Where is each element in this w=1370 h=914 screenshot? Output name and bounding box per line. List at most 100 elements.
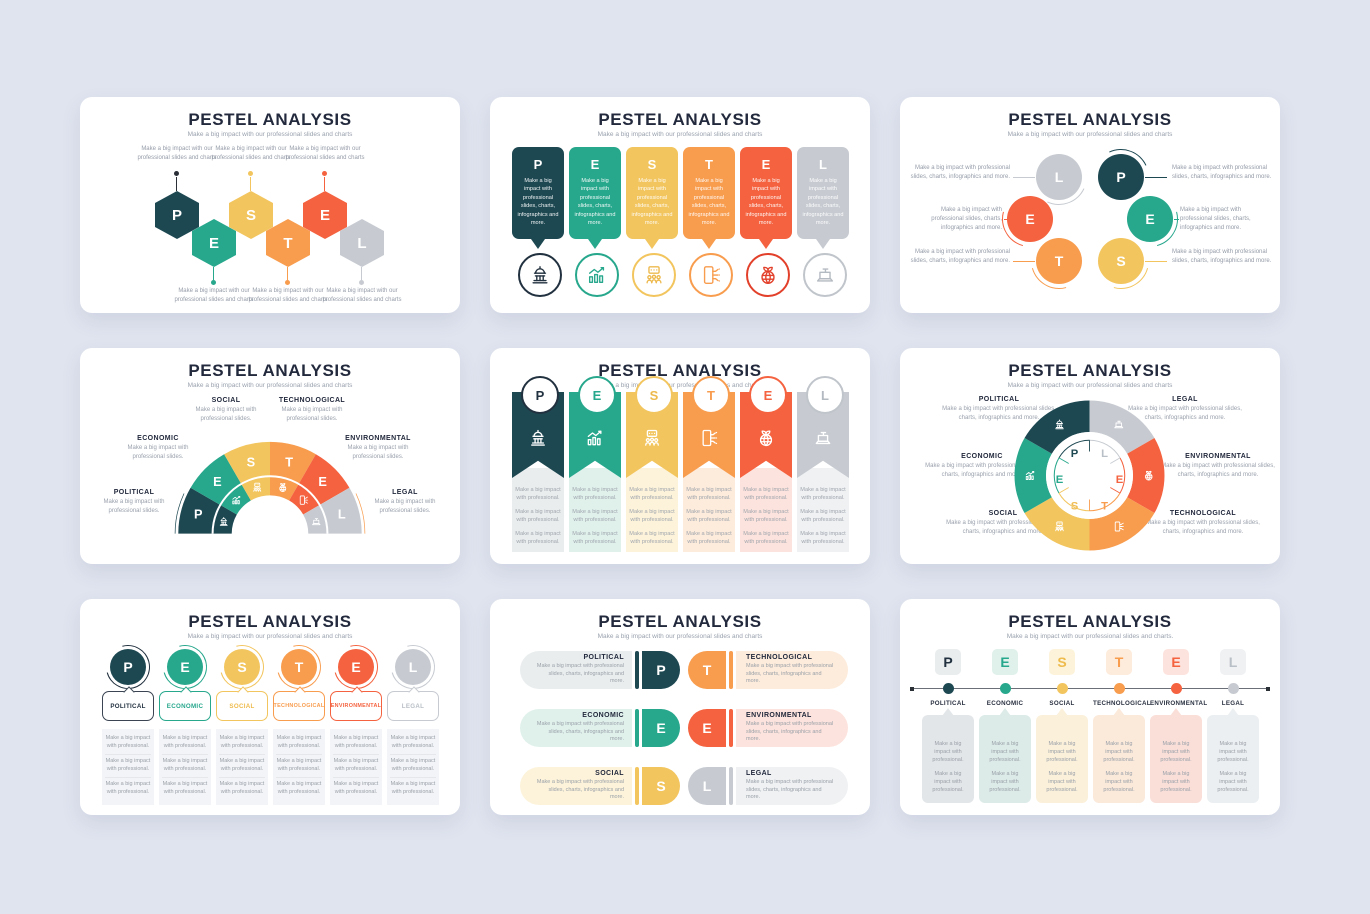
page-title: PESTEL ANALYSIS xyxy=(1008,110,1172,129)
pill-legal: LEGAL Make a big impact with professional… xyxy=(736,767,848,805)
page-title: PESTEL ANALYSIS xyxy=(598,612,762,631)
column-political: Make a big impact with professional. Make… xyxy=(102,729,154,805)
bubble-tail xyxy=(702,239,716,249)
connector-line xyxy=(1013,261,1035,262)
timeline-endpoint xyxy=(1266,686,1270,691)
semicircle-chart: P E S T E L xyxy=(174,441,366,534)
letter-tile-economic: E xyxy=(992,649,1018,675)
slide-hexagon-flow: PESTEL ANALYSIS Make a big impact with o… xyxy=(80,97,460,313)
callout-legal: Make a big impact with professional. Make… xyxy=(1207,715,1259,803)
column-political: Make a big impact with professional. Make… xyxy=(512,468,564,552)
pill-letter-legal: L xyxy=(688,767,726,805)
svg-text:E: E xyxy=(1056,474,1064,486)
circle-economic: E xyxy=(167,649,203,685)
callout-tail xyxy=(1056,708,1068,716)
page-title: PESTEL ANALYSIS xyxy=(598,110,762,129)
tag-technological: TECHNOLOGICAL xyxy=(273,686,325,721)
bubble-tail xyxy=(645,239,659,249)
callout-social: Make a big impact with professional. Make… xyxy=(1036,715,1088,803)
column-environmental: Make a big impact with professional. Make… xyxy=(740,468,792,552)
label-legal: LEGAL Make a big impact with professional… xyxy=(1128,396,1242,421)
category-economic: ECONOMIC xyxy=(986,700,1024,707)
bubble-tail xyxy=(816,239,830,249)
svg-text:E: E xyxy=(213,474,222,489)
connector-dot xyxy=(211,280,216,285)
letter-circle-environmental: E xyxy=(749,376,787,414)
annotation: Make a big impact with our professional … xyxy=(137,146,217,161)
growth-chart-icon xyxy=(587,430,602,446)
government-building-icon xyxy=(531,429,545,446)
connector-line xyxy=(213,267,214,280)
timeline-dot-legal xyxy=(1227,683,1239,694)
column-technological: Make a big impact with professional. Make… xyxy=(273,729,325,805)
pill-bar xyxy=(635,651,639,689)
pill-letter-technological: T xyxy=(688,651,726,689)
column-environmental: Make a big impact with professional. Make… xyxy=(330,729,382,805)
bubble-economic: E Make a big impact with professional sli… xyxy=(569,147,621,239)
category-political: POLITICAL xyxy=(930,700,966,707)
annotation: Make a big impact with professional slid… xyxy=(1172,165,1272,180)
circle-economic: E xyxy=(1127,196,1173,242)
connector-dot xyxy=(248,171,253,176)
svg-text:P: P xyxy=(1071,448,1079,460)
connector-line xyxy=(250,177,251,191)
page-title: PESTEL ANALYSIS xyxy=(188,361,352,380)
annotation: Make a big impact with our professional … xyxy=(174,288,254,303)
letter-tile-technological: T xyxy=(1106,649,1132,675)
annotation: Make a big impact with our professional … xyxy=(248,288,328,303)
annotation: Make a big impact with professional slid… xyxy=(910,165,1010,180)
annotation: Make a big impact with our professional … xyxy=(285,146,365,161)
government-building-icon xyxy=(518,253,562,297)
callout-tail xyxy=(999,708,1011,716)
timeline-endpoint xyxy=(910,686,914,691)
tag-environmental: ENVIRONMENTAL xyxy=(330,686,382,721)
page-title: PESTEL ANALYSIS xyxy=(1008,361,1172,380)
column-economic: Make a big impact with professional. Make… xyxy=(159,729,211,805)
connector-dot xyxy=(322,171,327,176)
annotation: Make a big impact with professional slid… xyxy=(931,207,1002,231)
slide-label-columns: PESTEL ANALYSIS Make a big impact with o… xyxy=(80,599,460,815)
label-environmental: ENVIRONMENTAL Make a big impact with prof… xyxy=(1161,453,1275,478)
page-subtitle: Make a big impact with our professional … xyxy=(597,633,763,640)
connector-line xyxy=(287,267,288,280)
circle-social: S xyxy=(1098,238,1144,284)
timeline-line xyxy=(912,688,1268,689)
pill-letter-environmental: E xyxy=(688,709,726,747)
column-economic: Make a big impact with professional. Make… xyxy=(569,468,621,552)
label-technological: TECHNOLOGICAL Make a big impact with prof… xyxy=(278,397,346,422)
page-subtitle: Make a big impact with our professional … xyxy=(597,131,763,138)
letter-tile-legal: L xyxy=(1220,649,1246,675)
slide-timeline: PESTEL ANALYSIS Make a big impact with o… xyxy=(900,599,1280,815)
page-subtitle: Make a big impact with our professional … xyxy=(1007,131,1173,138)
slide-bubble-icons: PESTEL ANALYSIS Make a big impact with o… xyxy=(490,97,870,313)
label-political: POLITICAL Make a big impact with professi… xyxy=(942,396,1056,421)
slide-pills: PESTEL ANALYSIS Make a big impact with o… xyxy=(490,599,870,815)
label-technological: TECHNOLOGICAL Make a big impact with prof… xyxy=(1146,510,1260,535)
bubble-environmental: E Make a big impact with professional sli… xyxy=(740,147,792,239)
timeline-dot-economic xyxy=(999,683,1011,694)
svg-text:P: P xyxy=(194,506,203,521)
letter-circle-technological: T xyxy=(692,376,730,414)
timeline-dot-environmental xyxy=(1170,683,1182,694)
pill-economic: ECONOMIC Make a big impact with professio… xyxy=(520,709,632,747)
svg-text:L: L xyxy=(338,506,346,521)
pill-letter-economic: E xyxy=(642,709,680,747)
eco-globe-icon xyxy=(746,253,790,297)
annotation: Make a big impact with our professional … xyxy=(322,288,402,303)
page-title: PESTEL ANALYSIS xyxy=(598,361,762,380)
bubble-tail xyxy=(588,239,602,249)
pill-bar xyxy=(729,651,733,689)
pill-bar xyxy=(729,709,733,747)
label-economic: ECONOMIC Make a big impact with professio… xyxy=(925,453,1039,478)
audience-people-icon xyxy=(632,253,676,297)
bubble-technological: T Make a big impact with professional sli… xyxy=(683,147,735,239)
circle-technological: T xyxy=(1036,238,1082,284)
legal-laptop-icon xyxy=(815,431,831,445)
callout-political: Make a big impact with professional. Make… xyxy=(922,715,974,803)
timeline-dot-technological xyxy=(1113,683,1125,694)
page-subtitle: Make a big impact with our professional … xyxy=(597,382,763,389)
pill-environmental: ENVIRONMENTAL Make a big impact with prof… xyxy=(736,709,848,747)
slide-grid: PESTEL ANALYSIS Make a big impact with o… xyxy=(80,97,1280,815)
annotation: Make a big impact with professional slid… xyxy=(1172,249,1272,264)
connector-dot xyxy=(359,280,364,285)
